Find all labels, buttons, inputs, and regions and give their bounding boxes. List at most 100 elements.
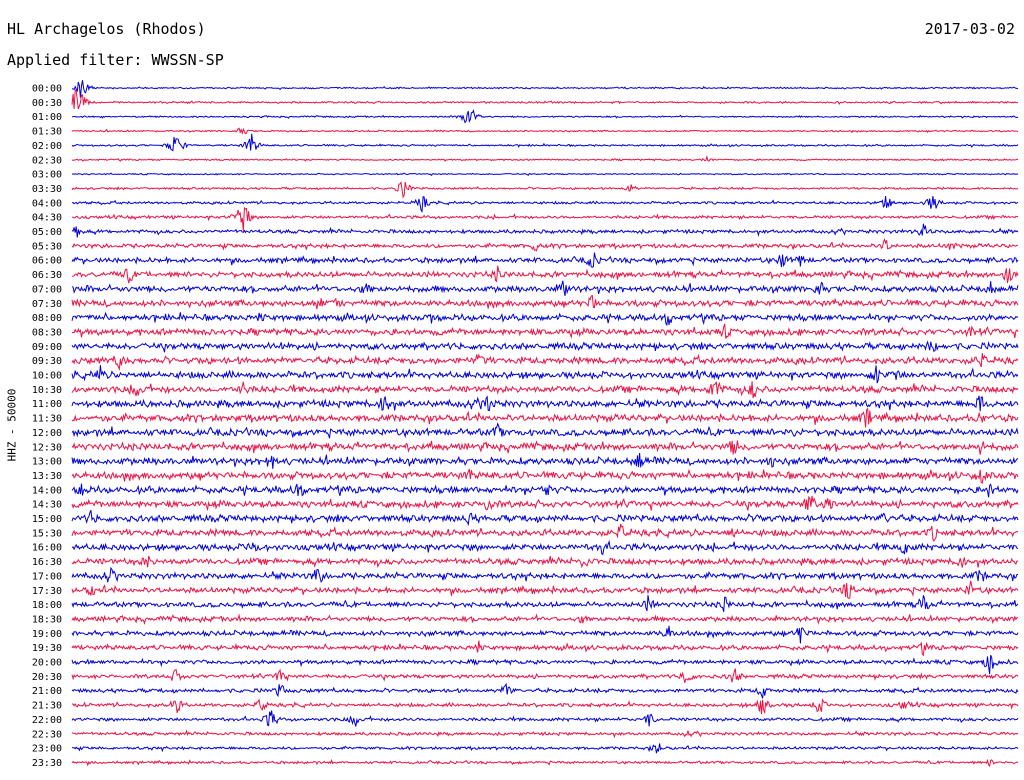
time-tick-label: 18:00 — [32, 600, 62, 611]
time-tick-label: 15:00 — [32, 514, 62, 525]
trace-row — [71, 133, 1019, 152]
trace-row — [71, 206, 1019, 231]
trace-row — [71, 109, 1019, 124]
trace-row — [71, 710, 1019, 727]
time-tick-label: 16:00 — [32, 543, 62, 554]
trace-row — [71, 172, 1019, 177]
time-tick-label: 13:30 — [32, 471, 62, 482]
trace-row — [71, 468, 1019, 484]
time-tick-label: 09:30 — [32, 356, 62, 367]
trace-row — [71, 682, 1019, 699]
time-tick-label: 17:00 — [32, 571, 62, 582]
applied-filter: Applied filter: WWSSN-SP — [7, 51, 224, 69]
time-tick-label: 08:30 — [32, 327, 62, 338]
trace-row — [71, 265, 1019, 284]
trace-row — [71, 483, 1019, 498]
time-tick-label: 19:30 — [32, 643, 62, 654]
trace-row — [71, 238, 1018, 252]
time-tick-label: 21:00 — [32, 686, 62, 697]
station-title: HL Archagelos (Rhodos) — [7, 20, 206, 38]
trace-row — [71, 668, 1019, 683]
trace-row — [71, 89, 1019, 110]
time-tick-label: 04:00 — [32, 198, 62, 209]
trace-row — [71, 407, 1019, 428]
time-tick-label: 10:30 — [32, 385, 62, 396]
trace-row — [71, 252, 1019, 268]
time-tick-label: 18:30 — [32, 614, 62, 625]
time-tick-label: 05:30 — [32, 241, 62, 252]
time-tick-label: 20:30 — [32, 672, 62, 683]
time-tick-label: 11:30 — [32, 414, 62, 425]
trace-row — [71, 640, 1019, 657]
time-tick-label: 09:00 — [32, 342, 62, 353]
trace-row — [71, 223, 1019, 238]
time-tick-label: 08:00 — [32, 313, 62, 324]
trace-row — [71, 625, 1019, 644]
trace-row — [71, 381, 1019, 399]
time-tick-label: 12:00 — [32, 428, 62, 439]
time-tick-label: 15:30 — [32, 528, 62, 539]
time-tick-label: 23:00 — [32, 744, 62, 755]
trace-row — [71, 395, 1019, 412]
time-tick-label: 17:30 — [32, 586, 62, 597]
trace-row — [71, 555, 1019, 569]
trace-row — [71, 353, 1019, 372]
time-tick-label: 21:30 — [32, 701, 62, 712]
time-tick-label: 22:30 — [32, 729, 62, 740]
trace-row — [71, 729, 1019, 739]
trace-row — [71, 495, 1019, 512]
trace-row — [71, 595, 1019, 612]
trace-row — [71, 323, 1019, 339]
time-tick-labels: 00:00 00:30 01:00 01:30 02:00 02:30 03:00 03:30… — [32, 84, 62, 769]
time-tick-label: 01:00 — [32, 112, 62, 123]
time-tick-label: 05:00 — [32, 227, 62, 238]
time-tick-label: 00:00 — [32, 84, 62, 95]
time-tick-label: 02:30 — [32, 155, 62, 166]
time-tick-label: 22:00 — [32, 715, 62, 726]
time-tick-label: 02:00 — [32, 141, 62, 152]
trace-row — [71, 311, 1019, 327]
trace-row — [71, 698, 1019, 715]
time-tick-label: 19:00 — [32, 629, 62, 640]
time-tick-label: 14:30 — [32, 500, 62, 511]
trace-row — [71, 422, 1019, 439]
trace-row — [71, 613, 1019, 626]
trace-row — [71, 340, 1019, 353]
trace-row — [71, 523, 1019, 542]
trace-row — [71, 580, 1019, 599]
trace-row — [71, 181, 1019, 199]
trace-row — [71, 365, 1019, 384]
trace-row — [71, 566, 1019, 583]
trace-row — [71, 758, 1019, 768]
time-tick-label: 06:00 — [32, 256, 62, 267]
trace-row — [71, 80, 1019, 98]
trace-row — [71, 280, 1019, 296]
record-date: 2017-03-02 — [924, 20, 1015, 38]
seismic-traces — [71, 80, 1019, 768]
time-tick-label: 20:00 — [32, 658, 62, 669]
trace-row — [71, 440, 1019, 455]
time-tick-label: 01:30 — [32, 127, 62, 138]
time-tick-label: 04:30 — [32, 213, 62, 224]
trace-row — [71, 655, 1019, 675]
time-tick-label: 23:30 — [32, 758, 62, 769]
trace-row — [71, 127, 1019, 135]
time-tick-label: 07:30 — [32, 299, 62, 310]
time-tick-label: 11:00 — [32, 399, 62, 410]
time-tick-label: 07:00 — [32, 284, 62, 295]
trace-row — [71, 539, 1019, 556]
trace-row — [71, 743, 1019, 754]
time-tick-label: 14:00 — [32, 485, 62, 496]
time-tick-label: 03:30 — [32, 184, 62, 195]
time-tick-label: 06:30 — [32, 270, 62, 281]
time-tick-label: 16:30 — [32, 557, 62, 568]
trace-row — [71, 195, 1019, 213]
trace-row — [71, 294, 1019, 310]
time-tick-label: 12:30 — [32, 442, 62, 453]
trace-row — [71, 154, 1019, 162]
time-tick-label: 13:00 — [32, 457, 62, 468]
time-tick-label: 03:00 — [32, 170, 62, 181]
time-tick-label: 00:30 — [32, 98, 62, 109]
trace-row — [71, 452, 1019, 469]
